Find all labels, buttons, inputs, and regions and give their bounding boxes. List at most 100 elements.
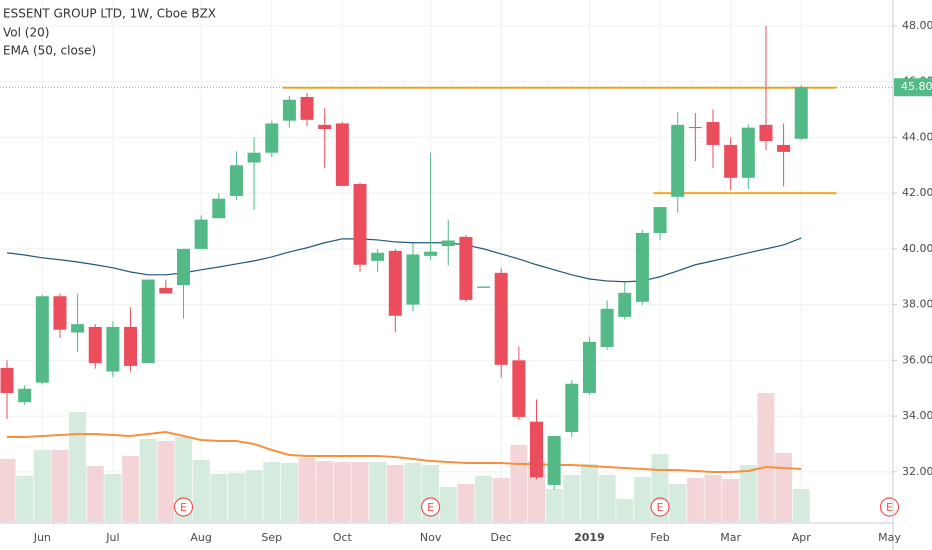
y-tick-label: 38.00 — [902, 298, 932, 311]
candle-body — [300, 96, 314, 120]
volume-bar — [510, 445, 528, 522]
candle-body — [388, 250, 402, 316]
candle-body — [282, 99, 296, 121]
candle-body — [424, 251, 438, 256]
candle-body — [371, 252, 385, 261]
volume-bar — [475, 476, 493, 522]
volume-bar — [757, 393, 775, 522]
candle-body — [18, 388, 32, 403]
x-tick-label: Nov — [420, 531, 442, 544]
volume-bar — [51, 450, 69, 522]
candle-body — [706, 122, 720, 145]
candle-body — [582, 341, 596, 393]
last-price-box — [894, 78, 932, 97]
volume-bar — [210, 474, 228, 522]
earnings-label: E — [180, 501, 187, 514]
volume-bar — [598, 475, 616, 522]
candle-body — [724, 144, 738, 178]
candle-body — [759, 124, 773, 142]
candle-body — [229, 165, 243, 196]
y-tick-label: 32.00 — [902, 465, 932, 478]
volume-bar — [86, 466, 104, 522]
volume-bar — [69, 412, 87, 522]
ema-line — [6, 237, 802, 283]
x-tick-label: Feb — [650, 531, 669, 544]
y-tick-label: 44.00 — [902, 130, 932, 143]
candle-body — [71, 324, 85, 333]
volume-bar — [333, 462, 351, 522]
candle-body — [794, 87, 808, 139]
candle-body — [124, 326, 138, 366]
volume-bar — [775, 453, 793, 522]
candle-body — [106, 326, 120, 372]
candle-body — [530, 421, 543, 478]
last-price-label: 45.80 — [901, 80, 932, 93]
x-tick-label: May — [878, 531, 901, 544]
candle-body — [653, 207, 667, 233]
volume-bar — [157, 441, 175, 522]
volume-bar — [686, 478, 704, 522]
volume-bar — [263, 462, 281, 522]
volume-bar — [722, 479, 740, 522]
x-tick-label: Jun — [33, 531, 51, 544]
volume-bar — [104, 474, 122, 522]
candle-body — [671, 124, 685, 197]
candle-body — [53, 296, 67, 330]
candle-body — [441, 240, 455, 247]
volume-bar — [616, 499, 634, 522]
volume-bar — [669, 484, 687, 522]
volume-bar — [792, 489, 810, 522]
candle-body — [0, 367, 14, 393]
volume-bar — [316, 461, 334, 522]
candle-body — [512, 360, 526, 417]
y-tick-label: 34.00 — [902, 409, 932, 422]
earnings-label: E — [657, 501, 664, 514]
volume-bar — [492, 478, 510, 522]
candle-body — [212, 198, 226, 219]
volume-bar — [457, 484, 475, 522]
x-tick-label: Dec — [491, 531, 512, 544]
y-tick-label: 40.00 — [902, 242, 932, 255]
volume-bar — [280, 463, 298, 522]
volume-ma-line — [7, 430, 802, 473]
y-tick-label: 42.00 — [902, 186, 932, 199]
volume-bar — [404, 463, 422, 522]
volume-bar — [122, 456, 140, 522]
candle-body — [194, 219, 208, 249]
volume-bar — [704, 475, 722, 522]
x-tick-label: Jul — [105, 531, 119, 544]
volume-bar — [33, 450, 51, 522]
candle-body — [635, 232, 649, 302]
volume-bar — [351, 462, 369, 522]
candle-body — [88, 326, 102, 364]
candle-body — [477, 286, 491, 288]
volume-bar — [563, 475, 581, 522]
x-tick-label: 2019 — [574, 531, 605, 544]
earnings-marker — [879, 497, 900, 517]
volume-bar — [633, 477, 651, 522]
candle-body — [600, 308, 614, 347]
volume-bar — [245, 470, 263, 522]
x-tick-label: Mar — [720, 531, 741, 544]
volume-bar — [439, 487, 457, 522]
candle-body — [318, 124, 332, 130]
earnings-marker — [650, 497, 670, 517]
axes: 32.0034.0036.0038.0040.0042.0044.0046.00… — [33, 19, 932, 544]
volume-bar — [298, 458, 316, 522]
indicator-label: Vol (20) — [3, 26, 49, 40]
candle-body — [247, 152, 261, 163]
candle-body — [335, 123, 349, 186]
candle-body — [406, 254, 420, 305]
candle-body — [777, 144, 791, 152]
x-tick-label: Aug — [190, 531, 211, 544]
x-tick-label: Sep — [261, 531, 282, 544]
volume-bar — [369, 462, 387, 522]
candle-body — [618, 292, 632, 317]
x-tick-label: Oct — [333, 531, 353, 544]
candle-body — [688, 127, 702, 129]
candle-body — [565, 383, 579, 432]
volume-bar — [386, 465, 404, 522]
earnings-marker — [421, 497, 441, 517]
